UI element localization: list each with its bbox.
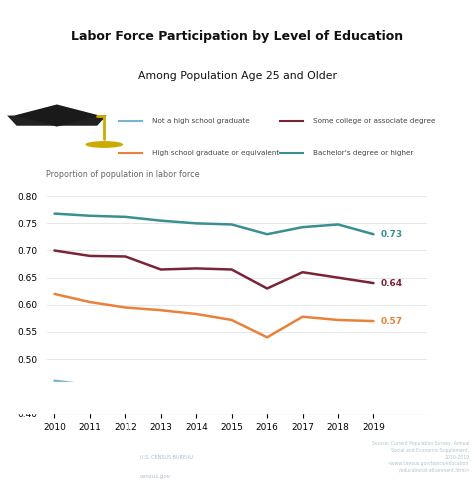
Polygon shape [14,105,100,127]
Text: Bachelor's degree or higher: Bachelor's degree or higher [313,150,413,156]
Text: 0.57: 0.57 [381,317,402,326]
Text: United States®: United States® [14,430,57,435]
Text: 0.64: 0.64 [381,279,402,288]
Text: High school graduate or equivalent: High school graduate or equivalent [152,150,279,156]
Text: Source: Current Population Survey, Annual
Social and Economic Supplement,
2010-2: Source: Current Population Survey, Annua… [372,441,469,473]
Polygon shape [7,116,107,126]
Text: Proportion of population in labor force: Proportion of population in labor force [46,169,199,178]
Text: Census: Census [12,454,71,467]
Text: 0.73: 0.73 [381,230,402,238]
Text: Labor Force Participation by Level of Education: Labor Force Participation by Level of Ed… [71,30,403,43]
Circle shape [85,141,123,148]
Text: U.S. CENSUS BUREAU: U.S. CENSUS BUREAU [140,455,193,459]
Text: Bureau: Bureau [14,483,34,487]
Text: 0.45: 0.45 [381,382,402,391]
Text: Not a high school graduate: Not a high school graduate [152,118,249,124]
Text: U.S. Department of Commerce: U.S. Department of Commerce [140,434,247,439]
Text: Some college or associate degree: Some college or associate degree [313,118,435,124]
Text: Among Population Age 25 and Older: Among Population Age 25 and Older [137,71,337,81]
Text: census.gov: census.gov [140,474,171,479]
